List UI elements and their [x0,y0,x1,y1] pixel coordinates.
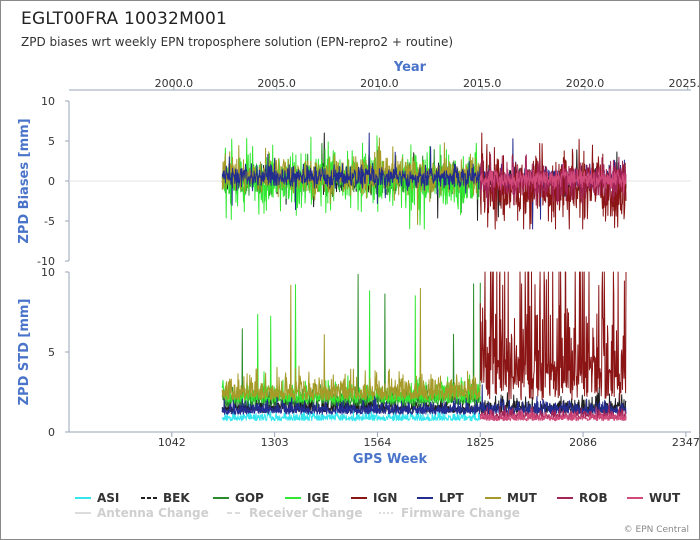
legend-change-firmware-change[interactable]: Firmware Change [379,506,520,520]
bias-series-ign [479,132,627,230]
top-tick-label: 2015.0 [463,77,502,90]
top-tick-label: 2005.0 [257,77,296,90]
legend-item-ige[interactable]: IGE [285,491,330,505]
bottom-tick-label: 1303 [261,436,289,449]
std-series-asi [221,401,481,422]
legend-label: ROB [579,491,608,505]
bias-y-tick-label: -5 [44,215,55,228]
top-tick-label: 2000.0 [155,77,194,90]
bias-y-tick-label: -10 [37,255,55,268]
std-panel: 10 5 0 ZPD STD [mm] [17,266,627,439]
bottom-tick-label: 1825 [466,436,494,449]
legend-label: MUT [507,491,538,505]
top-year-axis: Year 2000.0 2005.0 2010.0 2015.0 2020.0 2025.0 [69,60,699,91]
bias-series-wut [479,162,627,194]
bias-y-tick-label: 10 [41,95,55,108]
bottom-tick-label: 2086 [569,436,597,449]
legend: ASI BEK GOP IGE IGN LPT MUT ROB WUT Antenna Chang… [75,491,681,520]
legend-change-label: Firmware Change [401,506,520,520]
legend-item-gop[interactable]: GOP [213,491,264,505]
bottom-axis-title: GPS Week [353,452,428,467]
legend-label: IGN [373,491,397,505]
legend-item-lpt[interactable]: LPT [417,491,464,505]
chart-title: EGLT00FRA 10032M001 [21,9,227,29]
bias-y-tick-label: 0 [48,175,55,188]
chart-subtitle: ZPD biases wrt weekly EPN troposphere so… [21,35,454,49]
std-series-mut [221,284,481,401]
bottom-tick-label: 1564 [363,436,391,449]
legend-item-wut[interactable]: WUT [627,491,681,505]
legend-label: LPT [439,491,464,505]
bias-y-axis-title: ZPD Biases [mm] [17,118,32,243]
bias-panel: 10 5 0 -5 -10 ZPD Biases [mm] [17,95,691,268]
legend-item-ign[interactable]: IGN [351,491,397,505]
legend-change-label: Antenna Change [97,506,209,520]
credits-link[interactable]: © EPN Central [623,525,689,535]
bottom-tick-label: 2347 [672,436,699,449]
std-y-tick-label: 5 [48,346,55,359]
legend-label: ASI [97,491,119,505]
std-series-ign [479,271,627,401]
std-y-tick-label: 0 [48,426,55,439]
bottom-week-axis: 1042 1303 1564 1825 2086 2347 GPS Week [69,431,699,467]
legend-change-antenna-change[interactable]: Antenna Change [75,506,209,520]
legend-label: IGE [307,491,330,505]
legend-item-rob[interactable]: ROB [557,491,608,505]
legend-item-mut[interactable]: MUT [485,491,538,505]
legend-label: BEK [163,491,190,505]
legend-change-label: Receiver Change [249,506,363,520]
legend-label: GOP [235,491,264,505]
std-y-axis-title: ZPD STD [mm] [17,299,32,406]
top-tick-label: 2010.0 [360,77,399,90]
top-tick-label: 2020.0 [566,77,605,90]
std-y-tick-label: 10 [41,266,55,279]
top-axis-title: Year [393,60,427,75]
legend-item-asi[interactable]: ASI [75,491,119,505]
std-series-wut [479,406,627,422]
bottom-tick-label: 1042 [158,436,186,449]
top-tick-label: 2025.0 [668,77,699,90]
legend-item-bek[interactable]: BEK [141,491,190,505]
bias-y-tick-label: 5 [48,135,55,148]
legend-change-receiver-change[interactable]: Receiver Change [227,506,363,520]
legend-label: WUT [649,491,681,505]
